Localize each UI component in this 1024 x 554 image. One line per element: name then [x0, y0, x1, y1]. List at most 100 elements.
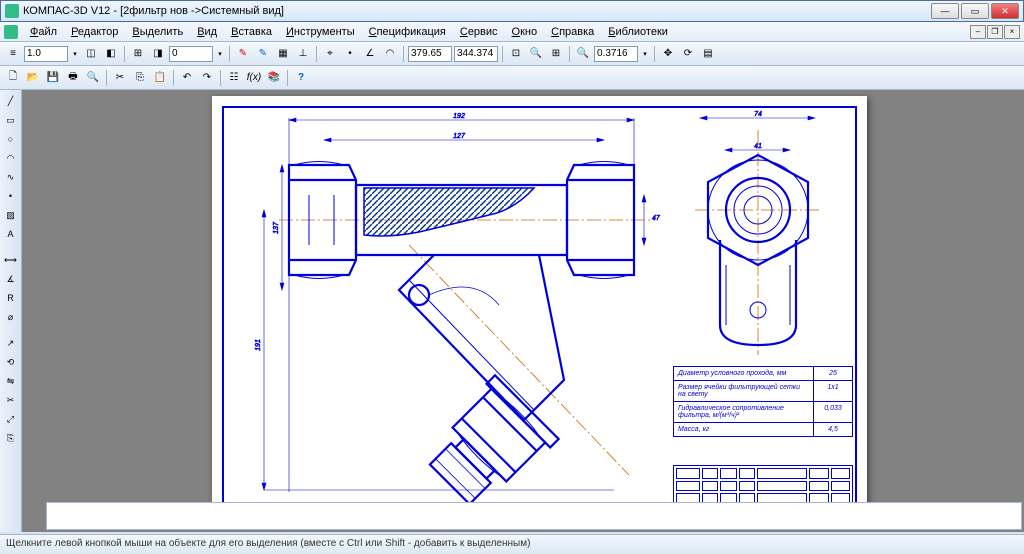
- edit-rot-icon[interactable]: ⟲: [2, 353, 20, 371]
- svg-text:47: 47: [652, 215, 661, 222]
- command-bar[interactable]: [46, 502, 1022, 530]
- dim-dia-icon[interactable]: ⌀: [2, 308, 20, 326]
- geom-hatch-icon[interactable]: ▨: [2, 206, 20, 224]
- lib-icon[interactable]: 📚: [265, 69, 283, 87]
- mdi-minimize[interactable]: –: [970, 25, 986, 39]
- side-view: 74 41: [680, 110, 835, 360]
- menu-view[interactable]: Вид: [191, 24, 223, 40]
- prop-icon[interactable]: ☷: [225, 69, 243, 87]
- value-input[interactable]: [169, 46, 213, 62]
- btn-c[interactable]: ⊞: [129, 45, 147, 63]
- dim-rad-icon[interactable]: R: [2, 289, 20, 307]
- geom-circle-icon[interactable]: ○: [2, 130, 20, 148]
- edit-scale-icon[interactable]: ⤢: [2, 410, 20, 428]
- geom-spline-icon[interactable]: ∿: [2, 168, 20, 186]
- line-style-icon[interactable]: ≡: [4, 45, 22, 63]
- save-icon[interactable]: 💾: [44, 69, 62, 87]
- print-icon[interactable]: 🖶: [64, 69, 82, 87]
- svg-text:191: 191: [255, 339, 262, 351]
- geom-text-icon[interactable]: A: [2, 225, 20, 243]
- menu-libs[interactable]: Библиотеки: [602, 24, 674, 40]
- minimize-button[interactable]: —: [931, 3, 959, 19]
- var-icon[interactable]: f(x): [245, 69, 263, 87]
- svg-text:192: 192: [453, 113, 465, 120]
- round-icon[interactable]: ◠: [381, 45, 399, 63]
- mdi-close[interactable]: ×: [1004, 25, 1020, 39]
- pan-icon[interactable]: ✥: [659, 45, 677, 63]
- help-icon[interactable]: ?: [292, 69, 310, 87]
- geom-arc-icon[interactable]: ◠: [2, 149, 20, 167]
- btn-a[interactable]: ◫: [82, 45, 100, 63]
- statusbar: Щелкните левой кнопкой мыши на объекте д…: [0, 534, 1024, 554]
- menu-insert[interactable]: Вставка: [225, 24, 278, 40]
- toolbar-1: ≡ ▾ ◫ ◧ ⊞ ◨ ▾ ✎ ✎ ▦ ⊥ ⌖ • ∠ ◠ ⊡ 🔍 ⊞ 🔍 ▾ …: [0, 42, 1024, 66]
- close-button[interactable]: ✕: [991, 3, 1019, 19]
- edit-copy-icon[interactable]: ⎘: [2, 429, 20, 447]
- coord-x[interactable]: [408, 46, 452, 62]
- mdi-restore[interactable]: ❐: [987, 25, 1003, 39]
- ortho-icon[interactable]: ⊥: [294, 45, 312, 63]
- copy-icon[interactable]: ⎘: [131, 69, 149, 87]
- edit-trim-icon[interactable]: ✂: [2, 391, 20, 409]
- menu-tools[interactable]: Инструменты: [280, 24, 361, 40]
- snap-icon[interactable]: ⌖: [321, 45, 339, 63]
- drawing-frame: 192 127 191: [222, 106, 857, 511]
- undo-icon[interactable]: ↶: [178, 69, 196, 87]
- zoom-sel-icon[interactable]: 🔍: [574, 45, 592, 63]
- dim-ang-icon[interactable]: ∡: [2, 270, 20, 288]
- maximize-button[interactable]: ▭: [961, 3, 989, 19]
- layers-icon[interactable]: ▤: [699, 45, 717, 63]
- menu-select[interactable]: Выделить: [126, 24, 189, 40]
- app-icon: [5, 4, 19, 18]
- menu-service[interactable]: Сервис: [454, 24, 504, 40]
- table-row: Диаметр условного прохода, мм 25: [674, 367, 852, 381]
- text-icon[interactable]: ✎: [254, 45, 272, 63]
- param-table: Диаметр условного прохода, мм 25 Размер …: [673, 366, 853, 437]
- doc-icon: [4, 25, 18, 39]
- preview-icon[interactable]: 🔍: [84, 69, 102, 87]
- geom-line-icon[interactable]: ╱: [2, 92, 20, 110]
- canvas-area[interactable]: 192 127 191: [22, 90, 1024, 532]
- edit-mirror-icon[interactable]: ⇋: [2, 372, 20, 390]
- coord-y[interactable]: [454, 46, 498, 62]
- btn-d[interactable]: ◨: [149, 45, 167, 63]
- cut-icon[interactable]: ✂: [111, 69, 129, 87]
- zoom-win-icon[interactable]: ⊞: [547, 45, 565, 63]
- geom-point-icon[interactable]: •: [2, 187, 20, 205]
- menu-file[interactable]: Файл: [24, 24, 63, 40]
- drawing-page: 192 127 191: [212, 96, 867, 521]
- table-row: Размер ячейки фильтрующей сетки на свету…: [674, 381, 852, 402]
- value-dd[interactable]: ▾: [215, 45, 225, 63]
- open-icon[interactable]: 📂: [24, 69, 42, 87]
- stroke-width-input[interactable]: [24, 46, 68, 62]
- zoom-fit-icon[interactable]: ⊡: [507, 45, 525, 63]
- color-icon[interactable]: ✎: [234, 45, 252, 63]
- dim-lin-icon[interactable]: ⟷: [2, 251, 20, 269]
- workspace: ╱ ▭ ○ ◠ ∿ • ▨ A ⟷ ∡ R ⌀ ↗ ⟲ ⇋ ✂ ⤢ ⎘: [0, 90, 1024, 532]
- zoom-in-icon[interactable]: 🔍: [527, 45, 545, 63]
- grid-icon[interactable]: ▦: [274, 45, 292, 63]
- angle-icon[interactable]: ∠: [361, 45, 379, 63]
- title-block: [673, 465, 853, 507]
- window-title: КОМПАС-3D V12 - [2фильтр нов ->Системный…: [23, 5, 931, 17]
- menu-edit[interactable]: Редактор: [65, 24, 124, 40]
- menu-help[interactable]: Справка: [545, 24, 600, 40]
- dot-icon[interactable]: •: [341, 45, 359, 63]
- main-view: 192 127 191: [234, 110, 674, 505]
- zoom-input[interactable]: [594, 46, 638, 62]
- toolbar-2: 🗋 📂 💾 🖶 🔍 ✂ ⎘ 📋 ↶ ↷ ☷ f(x) 📚 ?: [0, 66, 1024, 90]
- edit-move-icon[interactable]: ↗: [2, 334, 20, 352]
- table-row: Гидравлическое сопротивление фильтра, м/…: [674, 402, 852, 423]
- table-row: Масса, кг 4,5: [674, 423, 852, 436]
- menu-window[interactable]: Окно: [506, 24, 544, 40]
- redraw-icon[interactable]: ⟳: [679, 45, 697, 63]
- new-icon[interactable]: 🗋: [4, 69, 22, 87]
- svg-text:137: 137: [273, 221, 280, 234]
- stroke-dd[interactable]: ▾: [70, 45, 80, 63]
- paste-icon[interactable]: 📋: [151, 69, 169, 87]
- zoom-dd[interactable]: ▾: [640, 45, 650, 63]
- btn-b[interactable]: ◧: [102, 45, 120, 63]
- menu-spec[interactable]: Спецификация: [363, 24, 452, 40]
- redo-icon[interactable]: ↷: [198, 69, 216, 87]
- geom-rect-icon[interactable]: ▭: [2, 111, 20, 129]
